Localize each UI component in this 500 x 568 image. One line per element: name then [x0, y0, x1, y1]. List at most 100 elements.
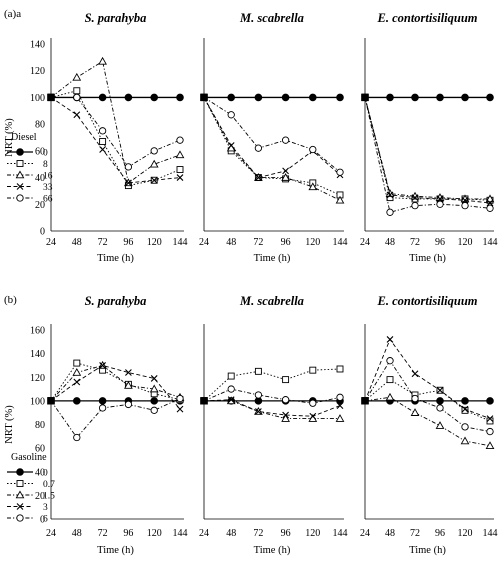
x-tick-label: 120 — [458, 528, 473, 539]
data-point-marker — [282, 376, 290, 384]
data-point-marker — [72, 72, 82, 81]
data-point-marker — [227, 372, 235, 380]
data-point-marker — [149, 159, 159, 168]
data-point-marker — [124, 400, 133, 409]
data-point-marker — [336, 393, 344, 401]
data-point-marker — [125, 179, 132, 187]
x-tick-label: 72 — [253, 237, 263, 248]
series-line — [364, 97, 490, 200]
data-point-marker — [73, 93, 81, 102]
y-tick-label: 20 — [35, 491, 45, 502]
data-point-marker — [98, 93, 107, 102]
series-0 — [47, 397, 184, 405]
series-0 — [361, 93, 494, 102]
series-line — [50, 362, 181, 402]
x-tick-label: 72 — [98, 528, 108, 539]
series-line — [50, 60, 181, 184]
data-point-marker — [98, 397, 107, 405]
series-line — [364, 359, 491, 433]
data-point-marker — [410, 408, 420, 416]
series-line — [203, 97, 341, 196]
data-point-marker — [227, 396, 235, 404]
y-tick-label: 160 — [30, 326, 45, 337]
data-point-marker — [281, 173, 290, 181]
series-8 — [200, 93, 344, 199]
data-point-marker — [486, 204, 494, 212]
series-line — [203, 97, 341, 201]
data-point-marker — [73, 397, 81, 405]
y-tick-label: 80 — [35, 120, 45, 131]
x-tick-label: 120 — [305, 528, 320, 539]
legend-marker — [16, 160, 24, 167]
y-tick-label: 140 — [30, 349, 45, 360]
data-point-marker — [282, 167, 289, 175]
series-0 — [47, 93, 184, 102]
panel-label-b: (b) — [4, 294, 17, 306]
legend-entry-label: 6 — [43, 515, 48, 525]
legend-entry-label: 0 — [43, 149, 48, 159]
data-point-marker — [281, 136, 290, 144]
data-point-marker — [309, 412, 317, 420]
data-point-marker — [436, 397, 444, 405]
panel-label-a: (a)a — [4, 8, 21, 20]
x-tick-label: 96 — [281, 237, 291, 248]
series-1.5 — [361, 392, 495, 450]
y-tick-label: 120 — [30, 373, 45, 384]
data-point-marker — [98, 56, 107, 65]
legend-title: Gasoline — [11, 452, 47, 463]
data-point-marker — [99, 362, 106, 369]
data-point-marker — [436, 93, 444, 102]
data-point-marker — [255, 408, 262, 415]
data-point-marker — [150, 176, 158, 184]
series-8 — [361, 93, 494, 204]
chart-title: M. scabrella — [239, 294, 304, 308]
data-point-marker — [73, 359, 81, 367]
x-tick-label: 144 — [173, 237, 188, 248]
chart-title: S. parahyba — [85, 11, 147, 25]
data-point-marker — [335, 414, 345, 422]
series-1.5 — [47, 360, 185, 405]
series-16 — [361, 93, 495, 203]
data-point-marker — [386, 93, 394, 102]
legend-entry-label: 0 — [43, 469, 48, 479]
series-line — [364, 97, 491, 204]
y-tick-label: 100 — [30, 93, 45, 104]
legend-entry-label: 66 — [43, 195, 53, 205]
data-point-marker — [411, 194, 419, 201]
chart-panel-b-2: M. scabrella 24 48 72 96 120 144 Time (h) — [199, 294, 348, 556]
data-point-marker — [254, 93, 263, 102]
x-tick-label: 96 — [435, 237, 445, 248]
x-tick-label: 48 — [226, 528, 236, 539]
series-3 — [47, 362, 184, 413]
data-point-marker — [281, 414, 290, 422]
chart-title: M. scabrella — [239, 11, 304, 25]
data-point-marker — [176, 93, 184, 102]
y-tick-label: 60 — [35, 146, 45, 157]
x-axis-label: Time (h) — [409, 545, 446, 556]
data-point-marker — [176, 166, 184, 174]
x-tick-label: 72 — [410, 528, 420, 539]
x-tick-label: 96 — [123, 237, 133, 248]
y-tick-label: 100 — [30, 396, 45, 407]
series-line — [364, 396, 491, 447]
data-point-marker — [486, 199, 494, 207]
data-point-marker — [336, 93, 344, 102]
x-tick-label: 96 — [123, 528, 133, 539]
x-tick-label: 72 — [410, 237, 420, 248]
data-point-marker — [150, 375, 158, 382]
data-point-marker — [150, 147, 158, 155]
series-33 — [47, 93, 184, 187]
data-point-marker — [150, 93, 158, 102]
series-3 — [361, 336, 494, 422]
y-tick-label: 0 — [40, 227, 45, 238]
x-tick-label: 24 — [199, 528, 209, 539]
series-6 — [47, 394, 184, 442]
series-line — [203, 97, 341, 173]
series-0 — [200, 93, 344, 102]
data-point-marker — [227, 385, 235, 393]
data-point-marker — [486, 427, 494, 436]
